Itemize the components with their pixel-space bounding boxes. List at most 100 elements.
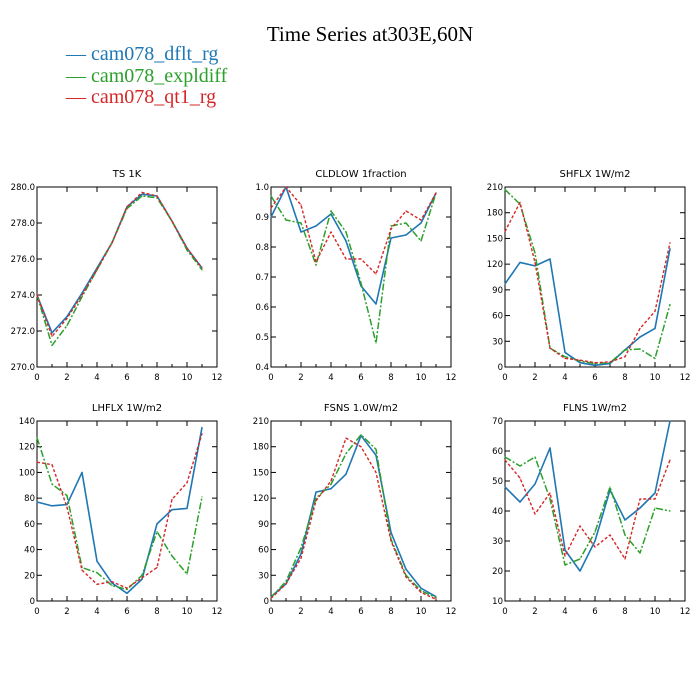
data-point	[51, 505, 53, 507]
data-point	[579, 570, 581, 572]
x-tick-label: 6	[358, 373, 363, 383]
data-point	[315, 225, 317, 227]
chart-panel: FLNS 1W/m2 0 2 4 6 8 10 12 10 20 30 40 50 60 70	[492, 403, 690, 617]
data-point	[360, 258, 362, 260]
data-point	[330, 210, 332, 212]
y-tick-label: 0.8	[255, 243, 269, 253]
y-tick-label: 20	[492, 567, 503, 577]
series-line-cam078_dflt_rg	[504, 248, 671, 367]
data-point	[270, 216, 272, 218]
y-tick-label: 60	[258, 546, 269, 556]
x-tick-label: 6	[124, 607, 129, 617]
plot-frame	[36, 186, 218, 368]
data-point	[141, 195, 143, 197]
data-point	[534, 513, 536, 515]
x-tick-label: 4	[94, 607, 99, 617]
data-point	[171, 220, 173, 222]
x-tick-label: 4	[328, 373, 333, 383]
x-tick-label: 6	[592, 373, 597, 383]
data-point	[81, 294, 83, 296]
data-point	[390, 225, 392, 227]
legend-label: cam078_qt1_rg	[91, 86, 217, 108]
y-tick-label: 30	[258, 571, 269, 581]
data-point	[96, 583, 98, 585]
x-tick-label: 6	[124, 373, 129, 383]
data-point	[330, 488, 332, 490]
data-point	[66, 316, 68, 318]
data-point	[66, 506, 68, 508]
data-point	[186, 573, 188, 575]
data-point	[36, 294, 38, 296]
x-tick-label: 12	[212, 373, 223, 383]
data-point	[171, 498, 173, 501]
series-line-cam078_qt1_rg	[504, 459, 671, 560]
chart-title: TS 1K	[112, 169, 142, 180]
data-point	[111, 242, 113, 244]
data-point	[594, 531, 596, 533]
data-point	[285, 583, 287, 585]
data-point	[624, 519, 626, 521]
data-point	[81, 471, 83, 474]
data-point	[201, 267, 203, 269]
x-tick-label: 2	[298, 373, 303, 383]
data-point	[420, 219, 422, 221]
data-point	[141, 191, 143, 193]
data-point	[111, 581, 113, 583]
data-point	[564, 351, 566, 354]
data-point	[504, 230, 506, 233]
data-point	[504, 459, 506, 461]
data-point	[420, 222, 422, 224]
data-point	[330, 480, 332, 482]
data-point	[111, 582, 113, 584]
plot-frame	[270, 186, 452, 368]
data-point	[564, 555, 566, 557]
plot-frame	[270, 420, 452, 602]
data-point	[609, 534, 611, 536]
data-point	[66, 317, 68, 319]
y-tick-label: 276.0	[11, 255, 35, 265]
data-point	[300, 553, 302, 555]
data-point	[405, 222, 407, 224]
data-point	[390, 531, 392, 534]
x-tick-label: 6	[592, 607, 597, 617]
data-point	[519, 501, 521, 503]
y-tick-label: 40	[24, 546, 35, 556]
series-line-cam078_dflt_rg	[270, 186, 437, 305]
chart-title: FLNS 1W/m2	[563, 403, 627, 414]
data-point	[156, 523, 158, 525]
data-point	[564, 564, 566, 566]
data-point	[519, 465, 521, 467]
y-tick-label: 0.5	[255, 333, 269, 343]
x-tick-label: 8	[154, 373, 159, 383]
y-tick-label: 180	[253, 443, 269, 453]
x-tick-label: 12	[446, 607, 457, 617]
data-point	[594, 540, 596, 542]
data-point	[375, 342, 377, 344]
y-tick-label: 30	[492, 537, 503, 547]
data-point	[51, 335, 53, 337]
y-tick-label: 210	[487, 183, 503, 193]
data-point	[624, 349, 626, 351]
data-point	[360, 446, 362, 448]
legend-dash-qt1: —	[66, 86, 86, 108]
data-point	[66, 325, 68, 327]
series-line-cam078_qt1_rg	[36, 191, 203, 338]
x-tick-label: 4	[328, 607, 333, 617]
data-point	[300, 231, 302, 233]
data-point	[36, 461, 38, 463]
data-point	[579, 359, 581, 361]
series-line-cam078_qt1_rg	[270, 186, 437, 275]
legend-label: cam078_expldiff	[91, 64, 228, 87]
data-point	[624, 558, 626, 560]
data-point	[360, 434, 362, 436]
data-point	[639, 552, 641, 554]
data-point	[156, 195, 158, 197]
data-point	[171, 509, 173, 511]
y-tick-label: 50	[492, 477, 503, 487]
data-point	[549, 347, 551, 349]
x-tick-label: 10	[650, 373, 661, 383]
x-tick-label: 8	[388, 607, 393, 617]
chart-title: LHFLX 1W/m2	[92, 403, 162, 414]
data-point	[420, 590, 422, 592]
y-tick-label: 278.0	[11, 219, 35, 229]
